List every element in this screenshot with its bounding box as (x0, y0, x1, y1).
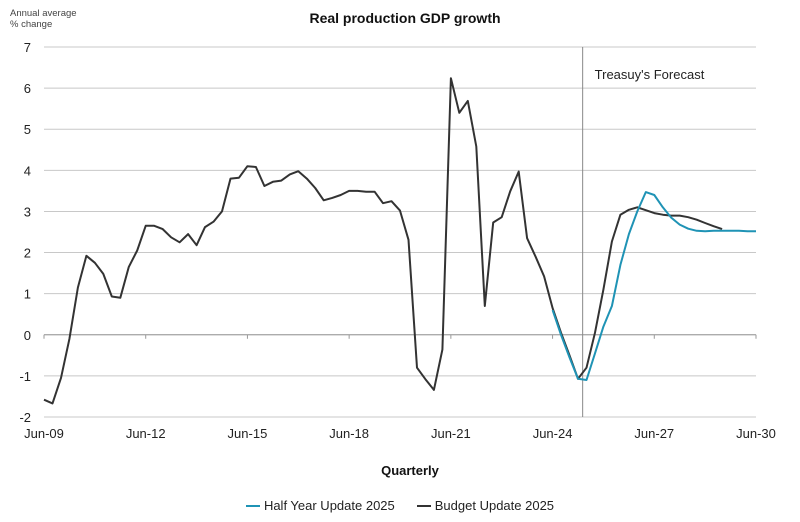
legend-swatch-half-year (245, 504, 260, 507)
x-tick-label: Jun-30 (736, 426, 776, 441)
y-tick-label: 4 (24, 163, 31, 178)
x-axis-label: Quarterly (381, 463, 440, 478)
legend-label-half-year: Half Year Update 2025 (263, 498, 395, 513)
legend-item-half-year: Half Year Update 2025 (245, 498, 395, 513)
x-axis: Jun-09 Jun-12 Jun-15 Jun-18 Jun-21 Jun-24 Jun-… (24, 334, 776, 441)
y-tick-label: -1 (19, 369, 31, 384)
y-tick-labels: 7 6 5 4 3 2 1 0 -1 -2 (19, 40, 31, 425)
x-tick-label: Jun-09 (24, 426, 64, 441)
legend: Half Year Update 2025 Budget Update 2025 (0, 498, 800, 513)
gridlines (44, 46, 756, 418)
legend-item-budget: Budget Update 2025 (416, 498, 555, 513)
chart-title: Real production GDP growth (309, 10, 500, 26)
y-axis-label-line-2: % change (10, 19, 52, 30)
y-axis-label-line-1: Annual average (10, 8, 77, 19)
x-tick-label: Jun-27 (634, 426, 674, 441)
series-lines (43, 77, 756, 405)
y-tick-label: 2 (24, 246, 31, 261)
y-tick-label: 3 (24, 204, 31, 219)
x-tick-label: Jun-24 (533, 426, 573, 441)
forecast-annotation: Treasuy's Forecast (595, 67, 705, 82)
x-tick-label: Jun-12 (126, 426, 166, 441)
legend-label-budget: Budget Update 2025 (434, 498, 555, 513)
y-tick-label: 0 (24, 328, 31, 343)
x-tick-label: Jun-15 (228, 426, 268, 441)
y-tick-label: 1 (24, 287, 31, 302)
y-tick-label: 5 (24, 122, 31, 137)
x-tick-label: Jun-18 (329, 426, 369, 441)
legend-swatch-budget (416, 504, 431, 507)
y-axis-label: Annual average % change (10, 8, 79, 30)
series-line-half-year-update (551, 191, 756, 381)
y-tick-label: 6 (24, 81, 31, 96)
series-line-budget-update (43, 77, 723, 405)
y-tick-label: 7 (24, 40, 31, 55)
x-tick-label: Jun-21 (431, 426, 471, 441)
y-tick-label: -2 (19, 410, 31, 425)
